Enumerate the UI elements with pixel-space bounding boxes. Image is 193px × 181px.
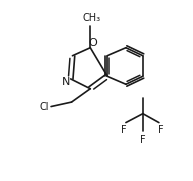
Text: F: F — [121, 125, 127, 135]
Text: O: O — [89, 38, 97, 48]
Text: Cl: Cl — [40, 102, 49, 111]
Text: F: F — [140, 135, 146, 145]
Text: N: N — [62, 77, 70, 87]
Text: CH₃: CH₃ — [82, 13, 100, 23]
Text: F: F — [158, 125, 163, 135]
